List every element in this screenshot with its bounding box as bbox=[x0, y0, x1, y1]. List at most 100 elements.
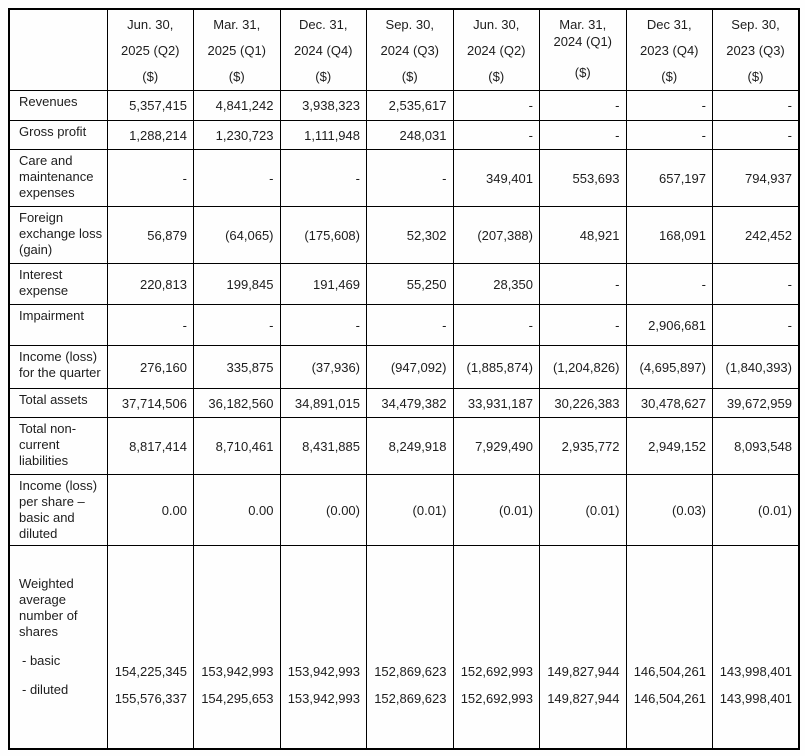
table-row: Total non-current liabilities 8,817,414 8,… bbox=[8, 417, 800, 475]
value-cell: (0.03) bbox=[625, 474, 713, 546]
column-header-date-line: 2024 (Q2) bbox=[466, 43, 526, 58]
column-header-date-line: Jun. 30, bbox=[127, 17, 174, 32]
column-header-date-line: Dec 31, bbox=[646, 17, 692, 32]
value-cell: 8,817,414 bbox=[106, 417, 194, 475]
column-header-date: Mar. 31, 2024 (Q1) bbox=[542, 16, 624, 50]
value-cell: 168,091 bbox=[625, 206, 713, 264]
value-cell: 4,841,242 bbox=[193, 90, 281, 121]
value-cell: 1,230,723 bbox=[193, 120, 281, 150]
column-header-unit: ($) bbox=[142, 69, 159, 84]
value-cell: 153,942,993 153,942,993 bbox=[279, 545, 367, 749]
row-label: Weighted average number of shares - basic… bbox=[8, 545, 108, 749]
value-cell: 152,869,623 152,869,623 bbox=[366, 545, 454, 749]
shares-basic-value: 152,869,623 bbox=[374, 664, 447, 679]
column-header-date-line: Sep. 30, bbox=[731, 17, 780, 32]
column-header-date-line: 2024 (Q1) bbox=[553, 34, 613, 49]
value-cell: 37,714,506 bbox=[106, 388, 194, 418]
shares-basic-value: 146,504,261 bbox=[633, 664, 706, 679]
value-cell: (0.01) bbox=[366, 474, 454, 546]
value-cell: - bbox=[452, 304, 540, 346]
value-cell: - bbox=[625, 90, 713, 121]
column-header-date: Dec. 31, 2024 (Q4) bbox=[283, 12, 365, 64]
column-header-date: Sep. 30, 2023 (Q3) bbox=[715, 12, 796, 64]
column-header-date: Sep. 30, 2024 (Q3) bbox=[369, 12, 451, 64]
value-cell: - bbox=[452, 120, 540, 150]
shares-basic-value: 154,225,345 bbox=[114, 664, 187, 679]
value-cell: 191,469 bbox=[279, 263, 367, 305]
value-cell: 8,431,885 bbox=[279, 417, 367, 475]
value-cell: (207,388) bbox=[452, 206, 540, 264]
column-header-date-line: Mar. 31, bbox=[213, 17, 261, 32]
row-label: Income (loss) for the quarter bbox=[8, 345, 108, 389]
column-header-date-line: 2023 (Q3) bbox=[726, 43, 785, 58]
value-cell: - bbox=[625, 263, 713, 305]
value-cell: 2,949,152 bbox=[625, 417, 713, 475]
column-header: Dec 31, 2023 (Q4) ($) bbox=[625, 8, 713, 91]
value-cell: (0.01) bbox=[539, 474, 627, 546]
column-header: Sep. 30, 2024 (Q3) ($) bbox=[366, 8, 454, 91]
value-cell: 34,479,382 bbox=[366, 388, 454, 418]
shares-sub-label: - basic bbox=[22, 653, 61, 668]
shares-diluted-value: 149,827,944 bbox=[547, 691, 620, 706]
table-row: Income (loss) per share – basic and dilu… bbox=[8, 474, 800, 546]
value-cell: - bbox=[279, 149, 367, 207]
value-cell: - bbox=[712, 90, 800, 121]
value-cell: 28,350 bbox=[452, 263, 540, 305]
value-cell: 33,931,187 bbox=[452, 388, 540, 418]
column-header-unit: ($) bbox=[661, 69, 678, 84]
value-cell: 5,357,415 bbox=[106, 90, 194, 121]
value-cell: (64,065) bbox=[193, 206, 281, 264]
table-body: Revenues 5,357,415 4,841,242 3,938,323 2,535… bbox=[8, 90, 800, 749]
value-cell: 8,093,548 bbox=[712, 417, 800, 475]
value-cell: - bbox=[279, 304, 367, 346]
column-header-date-line: 2024 (Q4) bbox=[293, 43, 353, 58]
shares-basic-value: 149,827,944 bbox=[547, 664, 620, 679]
value-cell: 30,226,383 bbox=[539, 388, 627, 418]
value-cell: - bbox=[193, 149, 281, 207]
shares-diluted-value: 152,869,623 bbox=[374, 691, 447, 706]
value-cell: (1,885,874) bbox=[452, 345, 540, 389]
value-cell: 2,935,772 bbox=[539, 417, 627, 475]
value-cell: 657,197 bbox=[625, 149, 713, 207]
column-header-date-line: 2025 (Q2) bbox=[120, 43, 180, 58]
shares-basic-value: 143,998,401 bbox=[719, 664, 792, 679]
value-cell: 199,845 bbox=[193, 263, 281, 305]
shares-basic-value: 153,942,993 bbox=[287, 664, 360, 679]
value-cell: 153,942,993 154,295,653 bbox=[193, 545, 281, 749]
value-cell: 794,937 bbox=[712, 149, 800, 207]
value-cell: 1,288,214 bbox=[106, 120, 194, 150]
value-cell: 220,813 bbox=[106, 263, 194, 305]
value-cell: - bbox=[366, 149, 454, 207]
value-cell: - bbox=[625, 120, 713, 150]
value-cell: (1,204,826) bbox=[539, 345, 627, 389]
value-cell: 55,250 bbox=[366, 263, 454, 305]
column-header-date-line: 2025 (Q1) bbox=[207, 43, 267, 58]
column-header: Dec. 31, 2024 (Q4) ($) bbox=[279, 8, 367, 91]
value-cell: 248,031 bbox=[366, 120, 454, 150]
shares-basic-value: 152,692,993 bbox=[460, 664, 533, 679]
row-label: Total non-current liabilities bbox=[8, 417, 108, 475]
value-cell: - bbox=[712, 304, 800, 346]
row-label: Care and maintenance expenses bbox=[8, 149, 108, 207]
corner-header-cell bbox=[8, 8, 108, 91]
column-header: Jun. 30, 2025 (Q2) ($) bbox=[106, 8, 194, 91]
value-cell: 146,504,261 146,504,261 bbox=[625, 545, 713, 749]
value-cell: 154,225,345 155,576,337 bbox=[106, 545, 194, 749]
column-header-unit: ($) bbox=[315, 69, 332, 84]
column-header-unit: ($) bbox=[488, 69, 505, 84]
column-header-date-line: Jun. 30, bbox=[473, 17, 520, 32]
value-cell: - bbox=[539, 304, 627, 346]
shares-diluted-value: 154,295,653 bbox=[201, 691, 274, 706]
value-cell: 56,879 bbox=[106, 206, 194, 264]
row-label: Interest expense bbox=[8, 263, 108, 305]
value-cell: 2,535,617 bbox=[366, 90, 454, 121]
value-cell: - bbox=[539, 120, 627, 150]
value-cell: 143,998,401 143,998,401 bbox=[712, 545, 800, 749]
column-header-date-line: 2023 (Q4) bbox=[639, 43, 699, 58]
shares-basic-value: 153,942,993 bbox=[201, 664, 274, 679]
row-label: Total assets bbox=[8, 388, 108, 418]
value-cell: 52,302 bbox=[366, 206, 454, 264]
value-cell: 335,875 bbox=[193, 345, 281, 389]
table-row: Revenues 5,357,415 4,841,242 3,938,323 2,535… bbox=[8, 90, 800, 121]
value-cell: 0.00 bbox=[193, 474, 281, 546]
